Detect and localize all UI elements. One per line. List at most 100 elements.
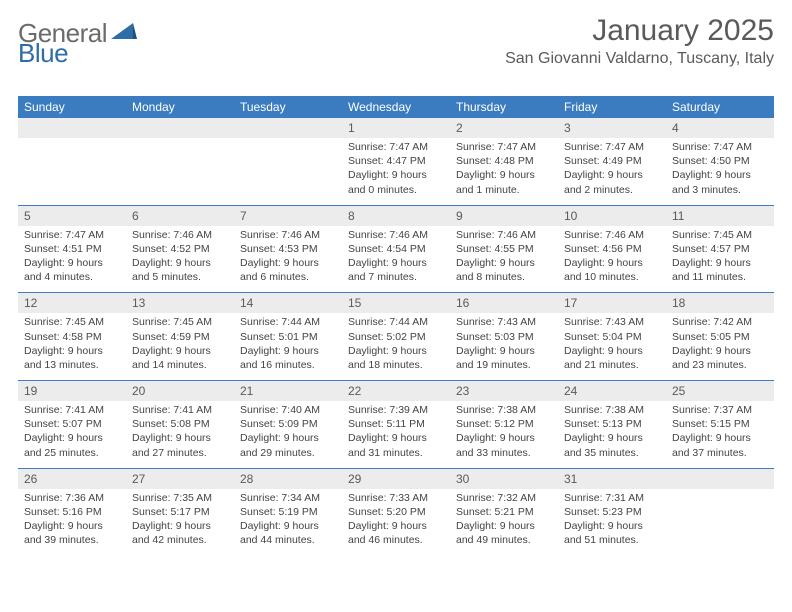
sunset-text: Sunset: 5:01 PM: [240, 330, 336, 344]
sunrise-text: Sunrise: 7:38 AM: [564, 403, 660, 417]
day-cell: Sunrise: 7:34 AMSunset: 5:19 PMDaylight:…: [234, 489, 342, 556]
day-number: 14: [234, 293, 342, 314]
calendar-header-row: Sunday Monday Tuesday Wednesday Thursday…: [18, 96, 774, 118]
sunset-text: Sunset: 4:49 PM: [564, 154, 660, 168]
calendar-table: Sunday Monday Tuesday Wednesday Thursday…: [18, 96, 774, 555]
daylight-text-1: Daylight: 9 hours: [348, 168, 444, 182]
sunset-text: Sunset: 5:09 PM: [240, 417, 336, 431]
day-cell: Sunrise: 7:44 AMSunset: 5:01 PMDaylight:…: [234, 313, 342, 380]
sunrise-text: Sunrise: 7:36 AM: [24, 491, 120, 505]
header: General January 2025 San Giovanni Valdar…: [18, 10, 774, 68]
sunrise-text: Sunrise: 7:46 AM: [348, 228, 444, 242]
daylight-text-2: and 35 minutes.: [564, 446, 660, 460]
day-number: 8: [342, 205, 450, 226]
daylight-text-2: and 4 minutes.: [24, 270, 120, 284]
day-header: Tuesday: [234, 96, 342, 118]
daylight-text-2: and 23 minutes.: [672, 358, 768, 372]
sunset-text: Sunset: 4:50 PM: [672, 154, 768, 168]
daylight-text-2: and 49 minutes.: [456, 533, 552, 547]
daylight-text-2: and 39 minutes.: [24, 533, 120, 547]
day-cell: Sunrise: 7:47 AMSunset: 4:49 PMDaylight:…: [558, 138, 666, 205]
sunrise-text: Sunrise: 7:46 AM: [456, 228, 552, 242]
sunrise-text: Sunrise: 7:47 AM: [456, 140, 552, 154]
sunset-text: Sunset: 5:07 PM: [24, 417, 120, 431]
sunset-text: Sunset: 4:55 PM: [456, 242, 552, 256]
daylight-text-2: and 42 minutes.: [132, 533, 228, 547]
daylight-text-1: Daylight: 9 hours: [456, 519, 552, 533]
daylight-text-1: Daylight: 9 hours: [564, 344, 660, 358]
sunrise-text: Sunrise: 7:41 AM: [24, 403, 120, 417]
daylight-text-1: Daylight: 9 hours: [564, 519, 660, 533]
day-number: 27: [126, 468, 234, 489]
daylight-text-2: and 16 minutes.: [240, 358, 336, 372]
daylight-text-1: Daylight: 9 hours: [348, 256, 444, 270]
daylight-text-2: and 2 minutes.: [564, 183, 660, 197]
sunset-text: Sunset: 5:13 PM: [564, 417, 660, 431]
day-header: Thursday: [450, 96, 558, 118]
sunset-text: Sunset: 4:51 PM: [24, 242, 120, 256]
sunrise-text: Sunrise: 7:47 AM: [348, 140, 444, 154]
day-cell: Sunrise: 7:41 AMSunset: 5:07 PMDaylight:…: [18, 401, 126, 468]
daylight-text-2: and 14 minutes.: [132, 358, 228, 372]
sunrise-text: Sunrise: 7:31 AM: [564, 491, 660, 505]
sunset-text: Sunset: 4:52 PM: [132, 242, 228, 256]
day-number: 25: [666, 381, 774, 402]
daylight-text-1: Daylight: 9 hours: [456, 256, 552, 270]
day-cell: Sunrise: 7:47 AMSunset: 4:48 PMDaylight:…: [450, 138, 558, 205]
day-number: 12: [18, 293, 126, 314]
daylight-text-2: and 21 minutes.: [564, 358, 660, 372]
sunrise-text: Sunrise: 7:33 AM: [348, 491, 444, 505]
daylight-text-2: and 18 minutes.: [348, 358, 444, 372]
day-number: 29: [342, 468, 450, 489]
daylight-text-1: Daylight: 9 hours: [24, 344, 120, 358]
daylight-text-1: Daylight: 9 hours: [564, 256, 660, 270]
sunrise-text: Sunrise: 7:34 AM: [240, 491, 336, 505]
sunrise-text: Sunrise: 7:45 AM: [132, 315, 228, 329]
sunrise-text: Sunrise: 7:47 AM: [564, 140, 660, 154]
daylight-text-2: and 44 minutes.: [240, 533, 336, 547]
day-number: 31: [558, 468, 666, 489]
daylight-text-1: Daylight: 9 hours: [24, 519, 120, 533]
day-number: 16: [450, 293, 558, 314]
daylight-text-2: and 51 minutes.: [564, 533, 660, 547]
day-cell: Sunrise: 7:42 AMSunset: 5:05 PMDaylight:…: [666, 313, 774, 380]
sunset-text: Sunset: 4:58 PM: [24, 330, 120, 344]
day-number: [126, 118, 234, 138]
sunrise-text: Sunrise: 7:42 AM: [672, 315, 768, 329]
day-cell: Sunrise: 7:44 AMSunset: 5:02 PMDaylight:…: [342, 313, 450, 380]
day-number: [666, 468, 774, 489]
daylight-text-1: Daylight: 9 hours: [564, 168, 660, 182]
day-header: Sunday: [18, 96, 126, 118]
day-number: [234, 118, 342, 138]
day-number: 2: [450, 118, 558, 138]
daylight-text-1: Daylight: 9 hours: [132, 519, 228, 533]
day-number: 10: [558, 205, 666, 226]
day-cell: Sunrise: 7:45 AMSunset: 4:58 PMDaylight:…: [18, 313, 126, 380]
sunrise-text: Sunrise: 7:43 AM: [456, 315, 552, 329]
day-number: [18, 118, 126, 138]
daylight-text-1: Daylight: 9 hours: [24, 431, 120, 445]
day-cell: Sunrise: 7:33 AMSunset: 5:20 PMDaylight:…: [342, 489, 450, 556]
sunrise-text: Sunrise: 7:39 AM: [348, 403, 444, 417]
day-cell: [18, 138, 126, 205]
day-number: 15: [342, 293, 450, 314]
day-number: 1: [342, 118, 450, 138]
day-number: 22: [342, 381, 450, 402]
daylight-text-2: and 31 minutes.: [348, 446, 444, 460]
day-number: 11: [666, 205, 774, 226]
daylight-text-1: Daylight: 9 hours: [456, 431, 552, 445]
daylight-text-1: Daylight: 9 hours: [240, 256, 336, 270]
sunset-text: Sunset: 5:03 PM: [456, 330, 552, 344]
day-cell: Sunrise: 7:38 AMSunset: 5:13 PMDaylight:…: [558, 401, 666, 468]
day-cell: Sunrise: 7:46 AMSunset: 4:52 PMDaylight:…: [126, 226, 234, 293]
sunrise-text: Sunrise: 7:40 AM: [240, 403, 336, 417]
daylight-text-1: Daylight: 9 hours: [132, 344, 228, 358]
day-cell: Sunrise: 7:38 AMSunset: 5:12 PMDaylight:…: [450, 401, 558, 468]
daylight-text-2: and 25 minutes.: [24, 446, 120, 460]
title-block: January 2025 San Giovanni Valdarno, Tusc…: [505, 10, 774, 68]
logo-text-blue: Blue: [18, 38, 68, 68]
day-number: 4: [666, 118, 774, 138]
daylight-text-2: and 0 minutes.: [348, 183, 444, 197]
daylight-text-1: Daylight: 9 hours: [456, 344, 552, 358]
daylight-text-2: and 19 minutes.: [456, 358, 552, 372]
